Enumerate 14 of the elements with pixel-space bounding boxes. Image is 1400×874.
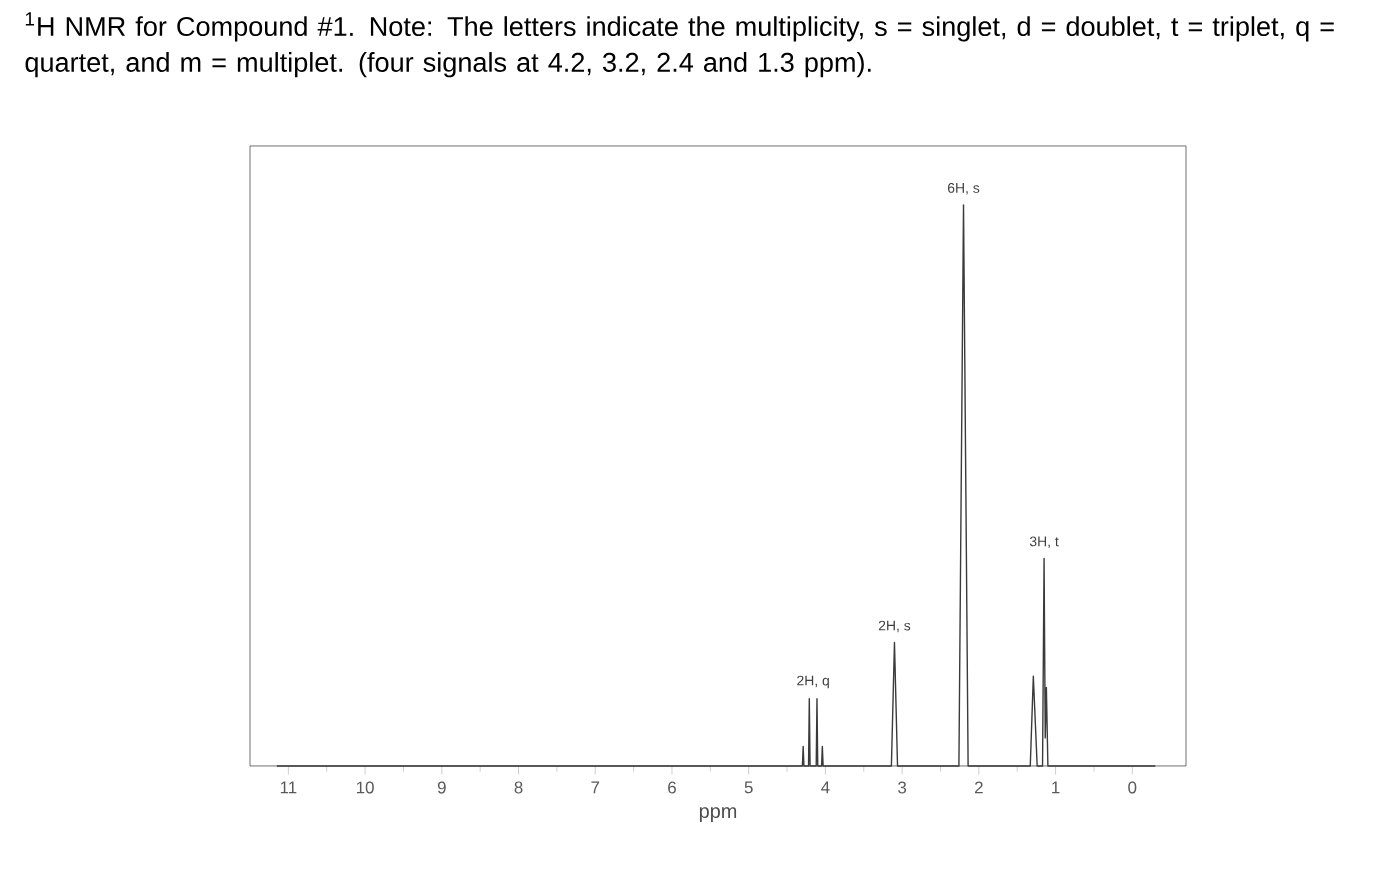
- x-tick-label: 6: [668, 781, 676, 794]
- x-tick-label: 7: [591, 781, 600, 794]
- x-tick-label: 1: [1052, 781, 1060, 794]
- x-tick-label: 9: [437, 781, 446, 794]
- chart-title: $^{1}$H NMR for Compound #1. Note: The letters indicate the multiplicity, s = singlet, d = doublet, t = triplet, q = quartet, and m = multiplet. (four signals at 4.2, 3.2, 2.4 and 1.3 ppm).: [25, 12, 1334, 78]
- x-axis-title: ppm: [699, 807, 737, 823]
- x-tick-label: 3: [898, 781, 907, 794]
- x-tick-label: 5: [744, 781, 753, 794]
- x-tick-label: 11: [280, 781, 297, 794]
- x-tick-label: 4: [821, 781, 830, 794]
- x-tick-label: 10: [356, 781, 374, 794]
- x-tick-label: 2: [974, 781, 983, 794]
- x-tick-label: 0: [1128, 781, 1137, 794]
- x-tick-label: 8: [514, 781, 523, 794]
